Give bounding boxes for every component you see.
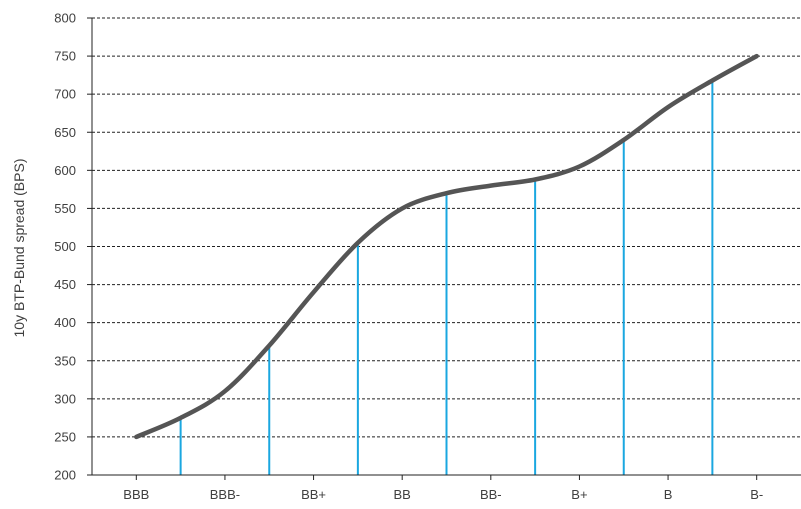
x-tick-label: B-: [750, 487, 763, 502]
curve-layer: [134, 53, 759, 440]
x-tick-labels: BBB BBB- BB+ BB BB- B+ B B-: [123, 487, 763, 502]
y-tick-label: 500: [54, 239, 76, 254]
y-tick-label: 600: [54, 163, 76, 178]
spread-curve: [134, 53, 759, 440]
gridlines: [92, 17, 801, 438]
y-tick-label: 550: [54, 201, 76, 216]
y-tick-label: 650: [54, 125, 76, 140]
x-tick-label: BB-: [480, 487, 502, 502]
y-tick-label: 300: [54, 391, 76, 406]
y-tick-labels: 200 250 300 350 400 450 500 550 600 650 700 750 800: [54, 11, 76, 483]
y-tick-label: 400: [54, 315, 76, 330]
y-tick-label: 350: [54, 353, 76, 368]
y-tick-label: 800: [54, 11, 76, 26]
y-tick-label: 450: [54, 277, 76, 292]
x-tick-label: BB: [394, 487, 411, 502]
y-tick-label: 700: [54, 87, 76, 102]
y-tick-label: 200: [54, 468, 76, 483]
y-tick-label: 250: [54, 429, 76, 444]
x-tick-label: BB+: [301, 487, 326, 502]
x-tick-label: B: [664, 487, 673, 502]
y-tick-label: 750: [54, 49, 76, 64]
axes: [87, 17, 801, 480]
marker-lines: [179, 80, 714, 475]
x-tick-label: BBB: [123, 487, 149, 502]
x-tick-label: B+: [571, 487, 587, 502]
x-tick-label: BBB-: [210, 487, 240, 502]
y-axis-title: 10y BTP-Bund spread (BPS): [11, 159, 27, 338]
